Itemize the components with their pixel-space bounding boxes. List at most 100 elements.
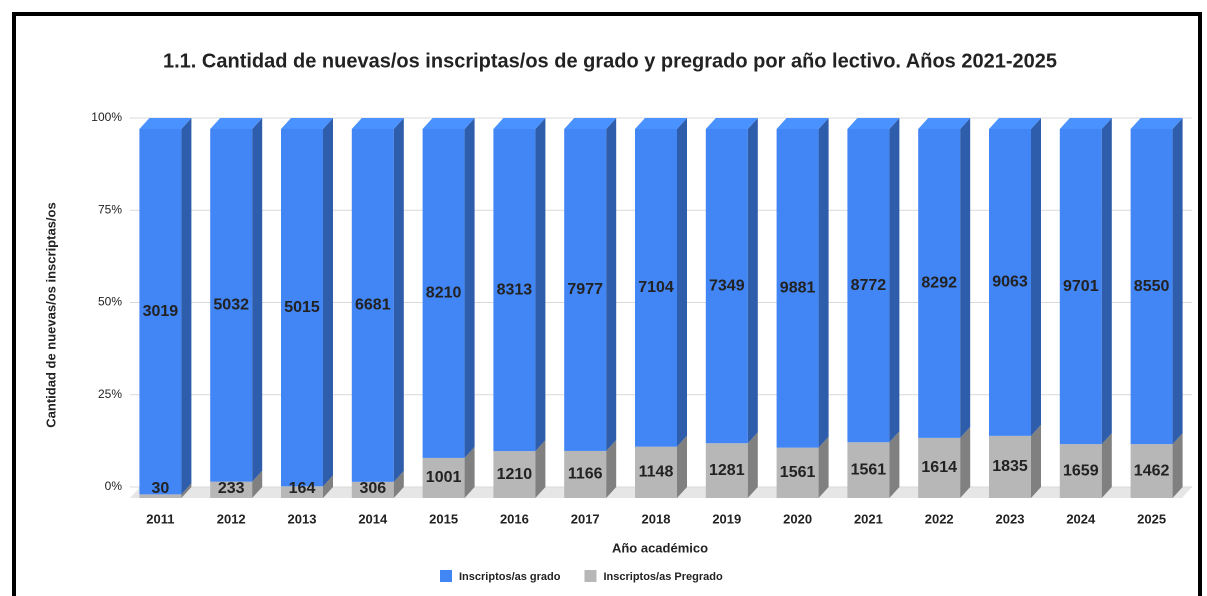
bar-side [889,118,900,443]
bar-segment [564,129,607,451]
data-label: 9881 [780,280,816,297]
bar-side [747,432,758,498]
bar-side [677,118,687,447]
bar-segment [776,129,819,448]
data-label: 1614 [921,459,957,476]
bar-top [564,118,617,129]
y-tick-label: 25% [98,387,122,401]
bar-side [323,118,333,487]
data-label: 1166 [568,466,603,483]
bar-segment [918,129,961,438]
bar-segment [918,437,961,498]
data-label: 1561 [780,464,816,481]
data-label: 306 [359,480,386,497]
bar-side [393,118,404,482]
data-label: 8772 [851,277,887,294]
bar-segment [351,129,394,482]
bar-side [252,118,263,482]
bar-top [493,118,546,129]
bar-top [776,118,829,129]
bar-segment [989,129,1031,436]
frame [12,12,1202,596]
bar-top [139,118,192,129]
bar-segment [1130,444,1173,498]
bar-side [747,118,758,444]
bar-side [889,431,900,498]
bar-top [1059,118,1112,129]
bar-top [847,118,900,129]
data-label: 1148 [639,464,674,481]
y-axis-label: Cantidad de nuevas/os inscriptas/os [43,202,58,427]
bar-segment [1130,129,1173,445]
data-label: 9063 [992,274,1028,291]
bar-segment [493,451,536,498]
x-tick-label: 2023 [996,511,1025,526]
bar-side [606,439,617,498]
x-axis-label: Año académico [612,540,708,555]
bar-segment [210,481,253,498]
bar-segment [989,435,1031,498]
bar-segment [847,129,890,443]
x-tick-label: 2013 [288,511,317,526]
x-tick-label: 2020 [783,511,812,526]
x-tick-label: 2016 [500,511,529,526]
bar-side [606,118,617,451]
data-label: 3019 [143,303,179,320]
x-tick-label: 2022 [925,511,954,526]
bar-segment [1059,444,1102,498]
x-tick-label: 2021 [854,511,883,526]
legend-swatch [440,570,452,582]
bar-segment [139,129,182,495]
data-label: 5015 [284,299,320,316]
bar-top [1130,118,1183,129]
data-label: 1835 [992,458,1028,475]
data-label: 164 [289,480,316,497]
legend-swatch [584,570,597,582]
bar-top [705,118,758,129]
bar-segment [1059,129,1102,445]
bar-side [818,436,829,498]
bar-side [1031,118,1041,436]
bar-segment [422,457,465,498]
legend-label: Inscriptos/as Pregrado [603,571,722,583]
bar-side [1101,433,1112,498]
bar-segment [635,446,677,498]
bar-side [393,470,404,498]
bar-segment [847,442,890,498]
bar-side [181,118,192,495]
bar-side [464,118,475,458]
x-tick-label: 2018 [642,511,671,526]
x-tick-label: 2014 [358,511,388,526]
bar-top [281,118,333,129]
data-label: 1001 [426,469,462,486]
data-label: 7349 [709,277,745,294]
bar-segment [635,129,677,447]
bar-segment [139,494,182,498]
bar-segment [705,129,748,444]
bar-segment [422,129,465,458]
data-label: 30 [152,480,170,497]
bar-side [677,435,687,498]
y-tick-label: 75% [98,202,122,216]
bar-top [210,118,263,129]
bar-side [960,426,971,498]
data-label: 7104 [638,279,674,296]
bar-segment [281,486,323,498]
legend-label: Inscriptos/as grado [459,571,561,583]
data-label: 1462 [1134,462,1170,479]
bar-top [635,118,687,129]
data-label: 7977 [567,281,603,298]
bar-side [323,475,333,498]
data-label: 8210 [426,285,462,302]
bar-top [918,118,971,129]
bar-top [422,118,475,129]
bar-segment [705,443,748,498]
bar-segment [351,481,394,498]
bar-side [1172,118,1183,445]
chart-title: 1.1. Cantidad de nuevas/os inscriptas/os… [163,50,1057,72]
x-tick-label: 2015 [429,511,458,526]
data-label: 1281 [709,462,745,479]
data-label: 1659 [1063,462,1099,479]
bar-side [535,440,546,498]
